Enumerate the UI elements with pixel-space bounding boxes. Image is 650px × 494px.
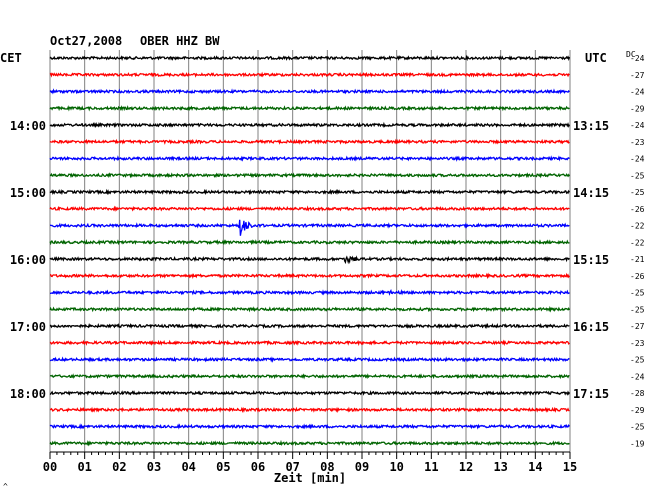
- x-tick-label: 04: [181, 460, 195, 474]
- dc-offset-label: -25: [630, 423, 645, 432]
- right-hour-label: 13:15: [573, 119, 609, 133]
- seismic-trace: [49, 288, 570, 296]
- seismic-trace: [49, 71, 570, 78]
- seismic-trace: [49, 423, 570, 430]
- dc-offset-label: -22: [630, 238, 645, 247]
- dc-offset-label: -25: [630, 305, 645, 314]
- x-tick-label: 08: [320, 460, 334, 474]
- x-tick-label: 05: [216, 460, 230, 474]
- right-hour-label: 16:15: [573, 320, 609, 334]
- left-hour-label: 16:00: [10, 253, 46, 267]
- dc-offset-label: -25: [630, 171, 645, 180]
- traces-layer: [49, 54, 571, 447]
- left-hour-label: 17:00: [10, 320, 46, 334]
- seismic-trace: [49, 105, 570, 112]
- x-tick-label: 14: [528, 460, 542, 474]
- seismic-trace: [49, 121, 570, 129]
- dc-offset-label: -27: [630, 71, 645, 80]
- left-hour-label: 15:00: [10, 186, 46, 200]
- dc-offset-label: -29: [630, 406, 645, 415]
- x-tick-label: 13: [493, 460, 507, 474]
- dc-offset-label: -21: [630, 255, 645, 264]
- date-label: Oct27,2008: [50, 34, 122, 48]
- dc-offset-label: -24: [630, 155, 645, 164]
- dc-offset-label: -26: [630, 205, 645, 214]
- seismic-trace: [49, 356, 570, 363]
- dc-offset-label: -25: [630, 289, 645, 298]
- labels-layer: 14:00 15:00 16:00 17:00 18:00 13:15 14:15 15:15…: [10, 54, 645, 448]
- x-tick-label: 06: [251, 460, 265, 474]
- x-tick-label: 09: [355, 460, 369, 474]
- x-tick-label: 10: [389, 460, 403, 474]
- seismic-trace: [49, 439, 570, 447]
- left-hour-label: 18:00: [10, 387, 46, 401]
- seismic-trace: [49, 373, 570, 380]
- x-tick-label: 00: [43, 460, 57, 474]
- x-tick-label: 07: [285, 460, 299, 474]
- dc-offset-label: -22: [630, 222, 645, 231]
- dc-offset-label: -24: [630, 54, 645, 63]
- right-hour-label: 15:15: [573, 253, 609, 267]
- left-hour-label: 14:00: [10, 119, 46, 133]
- dc-offset-label: -25: [630, 188, 645, 197]
- dc-offset-label: -25: [630, 356, 645, 365]
- right-hour-label: 14:15: [573, 186, 609, 200]
- seismic-trace: [49, 239, 570, 246]
- seismic-trace: [49, 172, 570, 179]
- seismic-trace: [49, 390, 570, 396]
- right-timezone-label: UTC: [585, 51, 607, 65]
- dc-header-label: DC: [626, 50, 636, 59]
- seismic-trace: [49, 219, 570, 236]
- dc-offset-label: -29: [630, 104, 645, 113]
- seismic-trace: [49, 322, 570, 330]
- seismic-trace: [49, 155, 570, 162]
- x-tick-label: 03: [147, 460, 161, 474]
- grid-layer: [49, 50, 571, 452]
- x-tick-label: 12: [459, 460, 473, 474]
- seismic-trace: [49, 339, 570, 347]
- seismic-trace: [49, 54, 571, 62]
- dc-offset-label: -24: [630, 372, 645, 381]
- seismic-trace: [49, 138, 570, 145]
- seismic-trace: [49, 205, 570, 213]
- dc-offset-label: -23: [630, 138, 645, 147]
- seismic-trace: [49, 406, 570, 413]
- dc-offset-label: -24: [630, 121, 645, 130]
- dc-offset-label: -28: [630, 389, 645, 398]
- seismic-trace: [49, 305, 570, 313]
- seismic-trace: [49, 188, 570, 196]
- x-tick-label: 15: [563, 460, 577, 474]
- x-axis-label: Zeit [min]: [274, 471, 346, 485]
- dc-offset-label: -23: [630, 339, 645, 348]
- footer-mark: ^: [3, 482, 8, 491]
- dc-offset-label: -27: [630, 322, 645, 331]
- x-tick-label: 01: [77, 460, 91, 474]
- dc-offset-label: -26: [630, 272, 645, 281]
- x-tick-label: 02: [112, 460, 126, 474]
- dc-offset-label: -24: [630, 88, 645, 97]
- dc-offset-label: -19: [630, 439, 645, 448]
- seismic-trace: [49, 255, 570, 265]
- x-axis: 00 01 02 03 04 05 06 07 08 09 10 11 12 13 14 15: [43, 451, 577, 474]
- station-label: OBER HHZ BW: [140, 34, 220, 48]
- x-tick-label: 11: [424, 460, 438, 474]
- seismic-trace: [49, 272, 570, 280]
- left-timezone-label: CET: [0, 51, 22, 65]
- right-hour-label: 17:15: [573, 387, 609, 401]
- seismic-trace: [49, 88, 570, 95]
